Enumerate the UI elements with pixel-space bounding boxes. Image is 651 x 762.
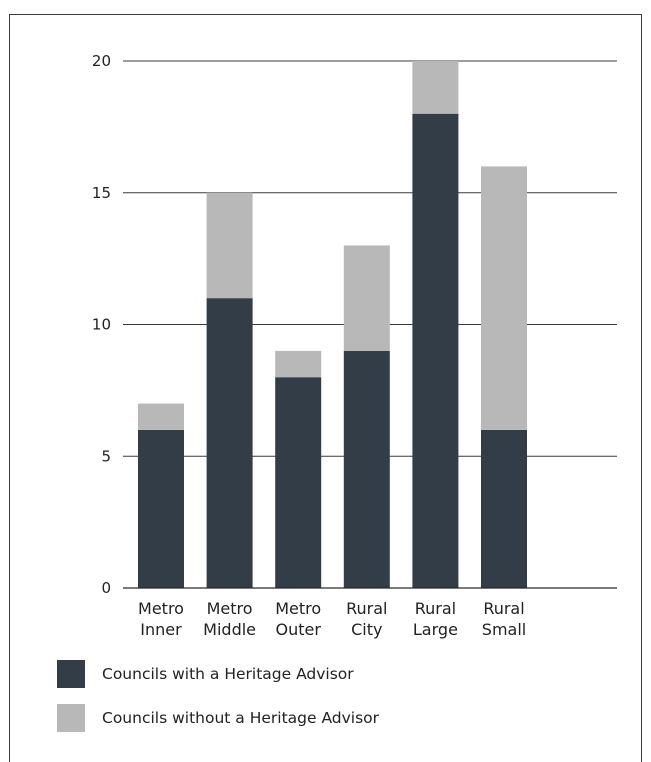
legend-swatch-with-advisor [57,660,85,688]
x-category-label: City [351,620,382,639]
labels: 0 5 10 15 20 Metro Inner Metro Middle Metro Outer R… [92,52,526,639]
y-tick-label: 15 [92,184,111,202]
x-category-label: Metro [207,599,253,618]
x-category-label: Small [482,620,526,639]
frame-top-border [9,14,642,15]
bar-segment-with-advisor [412,113,459,588]
bar-segment-without-advisor [343,245,390,351]
stacked-bar-chart: 0 5 10 15 20 Metro Inner Metro Middle Metro Outer R… [92,52,617,639]
frame-left-border [9,14,10,762]
frame-right-border [641,14,642,762]
bar-segment-without-advisor [138,403,184,430]
legend-item-with-advisor: Councils with a Heritage Advisor [57,660,379,688]
x-category-label: Metro [275,599,321,618]
y-tick-label: 10 [92,316,111,334]
legend-label-with-advisor: Councils with a Heritage Advisor [102,665,354,683]
bar-segment-without-advisor [206,192,253,299]
bars [138,61,527,588]
bar-segment-with-advisor [275,377,322,588]
y-tick-label: 20 [92,52,111,70]
x-category-label: Metro [138,599,184,618]
x-category-label: Rural [346,599,387,618]
x-category-label: Inner [140,620,182,639]
bar-segment-with-advisor [481,429,527,588]
y-tick-label: 0 [101,579,111,597]
legend-item-without-advisor: Councils without a Heritage Advisor [57,704,379,732]
x-category-label: Large [413,620,458,639]
legend-label-without-advisor: Councils without a Heritage Advisor [102,709,380,727]
bar-segment-with-advisor [206,298,253,588]
x-category-label: Outer [275,620,321,639]
bar-segment-with-advisor [343,350,390,588]
bar-segment-without-advisor [275,350,322,378]
legend-swatch-without-advisor [57,704,85,732]
bar-segment-without-advisor [412,61,459,114]
x-category-label: Rural [483,599,524,618]
x-category-label: Middle [203,620,256,639]
legend: Councils with a Heritage Advisor Council… [57,660,379,748]
bar-segment-with-advisor [138,429,184,588]
bar-segment-without-advisor [481,166,527,430]
y-tick-label: 5 [101,447,111,465]
x-category-label: Rural [415,599,456,618]
